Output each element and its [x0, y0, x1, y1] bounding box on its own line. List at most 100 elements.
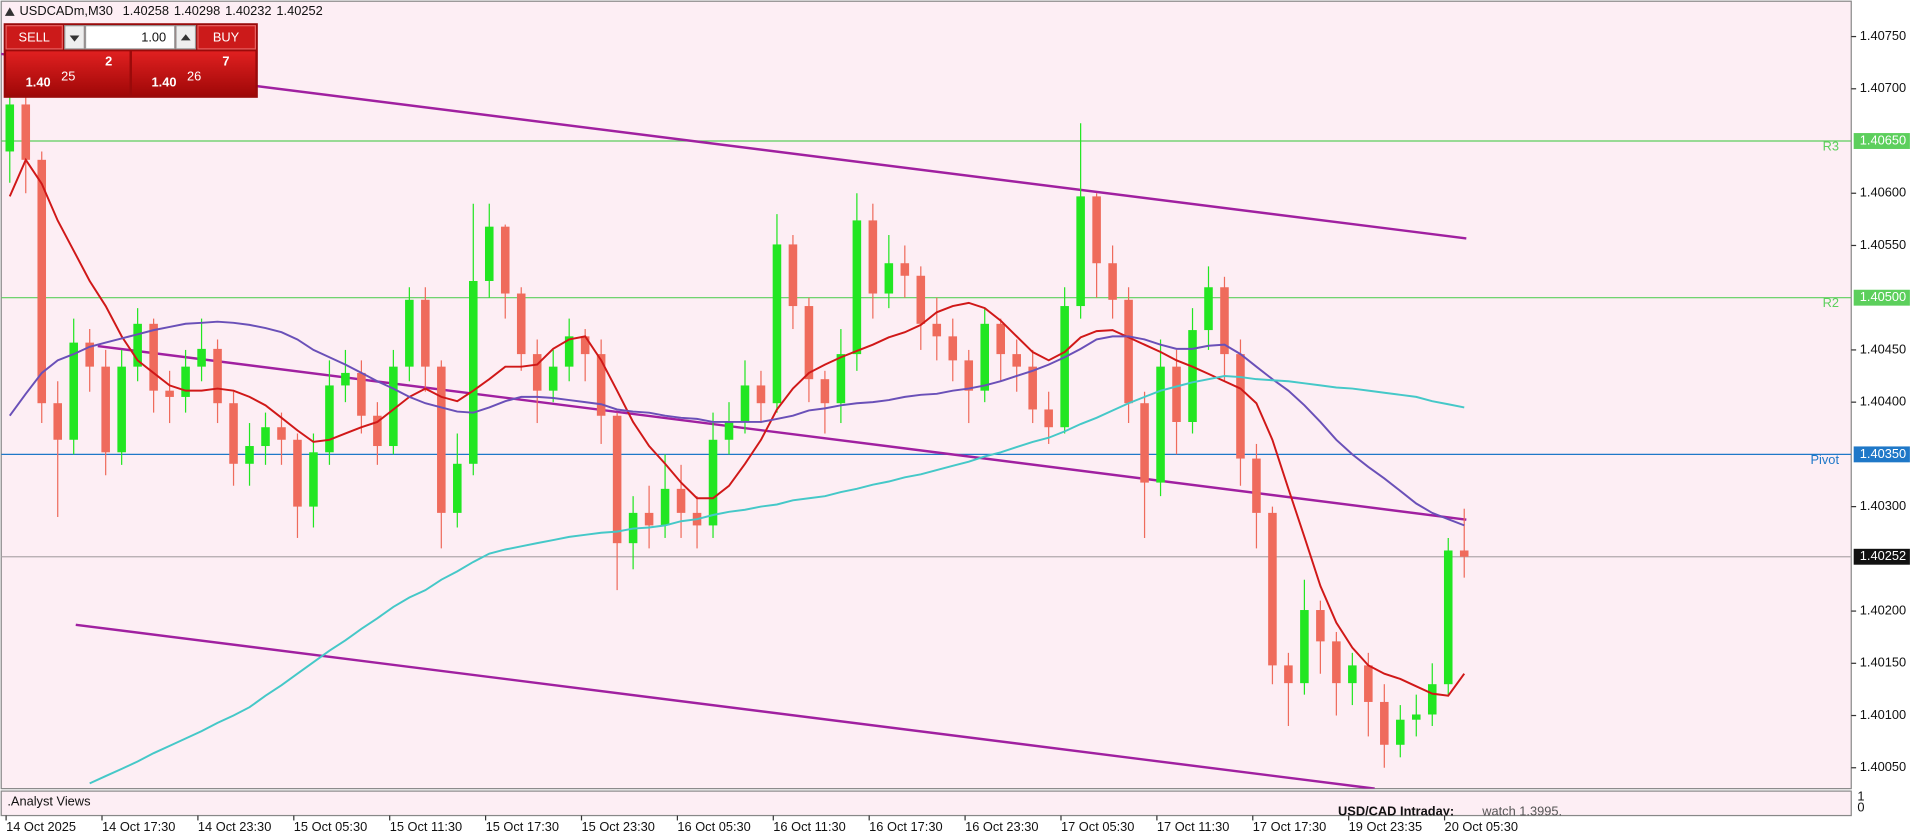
candle-body — [1156, 366, 1165, 483]
sell-button[interactable] — [5, 25, 63, 50]
candle-body — [548, 366, 558, 391]
x-tick-label: 17 Oct 05:30 — [1061, 819, 1134, 834]
candle-body — [660, 488, 670, 526]
level-label-box — [1853, 133, 1910, 149]
candle-body — [421, 299, 430, 367]
candle-body — [1459, 550, 1469, 557]
candle-body — [341, 372, 350, 386]
y-tick-label: 1.40400 — [1860, 394, 1906, 409]
candle-body — [884, 263, 894, 294]
candle-body — [708, 439, 718, 526]
ma-line — [8, 157, 1466, 697]
candle-body — [1332, 641, 1341, 684]
x-tick-label: 15 Oct 17:30 — [486, 819, 559, 834]
candle-body — [1172, 366, 1181, 423]
x-tick-label: 20 Oct 05:30 — [1445, 819, 1518, 834]
candle-body — [1108, 263, 1117, 300]
x-tick-label: 19 Oct 23:35 — [1349, 819, 1422, 834]
candle-body — [1140, 403, 1149, 483]
candle-body — [1268, 512, 1277, 666]
x-tick-label: 14 Oct 23:30 — [198, 819, 271, 834]
candle-body — [325, 385, 334, 453]
down-arrow — [69, 35, 80, 42]
candle-body — [1316, 610, 1325, 642]
ohlc-open: 1.40258 — [123, 4, 169, 19]
y-tick-label: 1.40550 — [1860, 237, 1906, 252]
y-tick-label: 1.40200 — [1860, 602, 1906, 617]
price-axis: 1.40750 1.40700 1.40600 1.40550 1.40450 1.404… — [1851, 28, 1910, 774]
candle-body — [644, 512, 654, 526]
candle-body — [724, 422, 734, 440]
candle-body — [1092, 196, 1101, 264]
candle-body — [21, 104, 31, 160]
candle-body — [37, 159, 47, 404]
ohlc-low: 1.40232 — [225, 4, 271, 19]
time-axis: 14 Oct 2025 14 Oct 17:30 14 Oct 23:30 15 Oc… — [5, 815, 1518, 834]
candle-body — [804, 306, 814, 380]
lot-value: 1.00 — [141, 29, 166, 44]
y-tick-label: 1.40300 — [1860, 498, 1906, 513]
level-name: R3 — [1823, 139, 1839, 154]
candle-body — [820, 379, 830, 404]
x-tick-label: 15 Oct 23:30 — [581, 819, 654, 834]
news-ticker: USD/CAD Intraday: watch 1.3995. — [1338, 803, 1562, 818]
level-name: Pivot — [1810, 452, 1839, 467]
candle-body — [1411, 714, 1421, 720]
candle-body — [500, 226, 510, 294]
bid-handle: 1.40 — [26, 75, 51, 90]
channel-line — [75, 623, 1375, 789]
candle-body — [740, 385, 750, 423]
channel-line — [97, 344, 1467, 521]
level-label-box — [1853, 446, 1910, 463]
x-tick-label: 17 Oct 17:30 — [1253, 819, 1326, 834]
x-tick-label: 16 Oct 17:30 — [869, 819, 942, 834]
news-title: USD/CAD Intraday: — [1338, 803, 1454, 818]
indicator-scale-min: 0 — [1857, 800, 1864, 815]
candle-body — [1364, 665, 1373, 702]
candle-body — [165, 390, 174, 397]
candle-body — [117, 366, 126, 453]
ask-handle: 1.40 — [152, 75, 177, 90]
sell-label: SELL — [19, 29, 50, 44]
plot — [1, 52, 1852, 789]
candle-body — [836, 354, 846, 404]
ma-line — [8, 320, 1465, 527]
candle-body — [788, 244, 798, 307]
candle-body — [580, 336, 590, 355]
candle-body — [1380, 701, 1389, 745]
candle-body — [69, 342, 78, 440]
x-tick-label: 17 Oct 11:30 — [1157, 819, 1229, 834]
level-label: 1.40500 — [1860, 289, 1906, 304]
candle-body — [5, 104, 15, 152]
candle-body — [1060, 306, 1069, 428]
y-tick-label: 1.40150 — [1860, 655, 1906, 670]
candle-body — [469, 280, 478, 464]
candle-body — [1028, 366, 1037, 410]
current-price-box — [1853, 548, 1910, 565]
candle-body — [245, 446, 254, 464]
lot-input[interactable] — [84, 25, 176, 50]
candle-body — [1252, 458, 1261, 513]
candle-body — [948, 336, 958, 361]
indicator-scale-max: 1 — [1857, 789, 1864, 804]
candle-body — [1012, 354, 1021, 367]
level-label: 1.40650 — [1860, 132, 1906, 147]
candle-body — [1188, 330, 1197, 423]
symbol-icon — [4, 7, 15, 16]
indicator-label: .Analyst Views — [7, 793, 90, 808]
candle-body — [564, 336, 574, 367]
indicator-panel — [0, 790, 1852, 817]
candle-body — [932, 323, 942, 337]
candle-body — [1348, 665, 1357, 684]
buy-button[interactable] — [197, 25, 256, 50]
chart-title: USDCADm,M30 — [20, 4, 113, 19]
level-name: R2 — [1823, 295, 1839, 310]
candles — [5, 67, 1469, 768]
buy-price-box[interactable] — [131, 51, 256, 96]
candle-body — [1124, 299, 1133, 404]
sell-price-box[interactable] — [6, 51, 130, 96]
candle-body — [133, 323, 142, 367]
candle-body — [996, 323, 1005, 355]
level-label: 1.40350 — [1860, 446, 1906, 461]
